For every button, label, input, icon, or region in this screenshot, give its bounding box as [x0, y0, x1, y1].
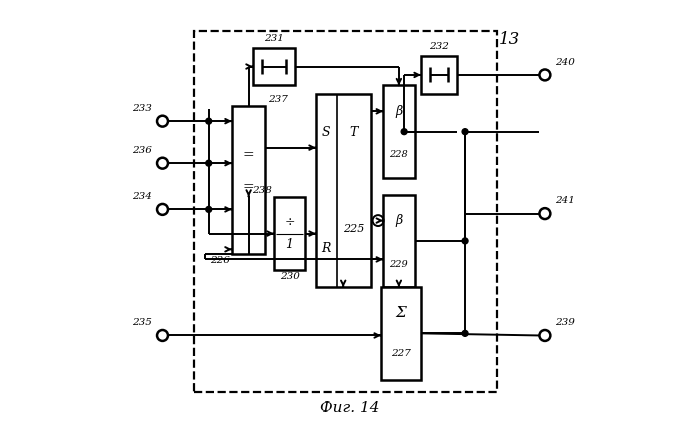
Text: 233: 233 — [132, 104, 152, 113]
Text: 232: 232 — [429, 42, 449, 51]
Text: T: T — [350, 126, 358, 139]
Bar — [383, 195, 415, 287]
Text: 239: 239 — [556, 318, 575, 327]
Circle shape — [206, 118, 212, 124]
Bar — [232, 107, 266, 253]
Text: R: R — [322, 242, 331, 255]
Circle shape — [462, 238, 468, 244]
Text: 240: 240 — [556, 58, 575, 66]
Bar — [421, 56, 456, 94]
Text: 228: 228 — [389, 150, 408, 159]
Circle shape — [462, 330, 468, 336]
Text: Σ: Σ — [396, 306, 406, 320]
Circle shape — [206, 160, 212, 166]
Text: 236: 236 — [132, 146, 152, 155]
Bar — [383, 85, 415, 178]
Text: S: S — [322, 126, 331, 139]
Text: =: = — [243, 148, 254, 162]
Text: Фиг. 14: Фиг. 14 — [319, 401, 380, 415]
Text: 230: 230 — [280, 272, 300, 281]
Text: 229: 229 — [389, 260, 408, 269]
Text: 225: 225 — [343, 224, 364, 234]
Bar — [253, 48, 295, 85]
Bar — [316, 94, 370, 287]
Text: ÷: ÷ — [284, 216, 295, 229]
Text: 235: 235 — [132, 318, 152, 327]
Text: 238: 238 — [252, 186, 272, 195]
Text: β: β — [395, 105, 403, 118]
Text: =: = — [243, 180, 254, 194]
Text: 234: 234 — [132, 192, 152, 201]
Circle shape — [401, 129, 407, 135]
Text: 1: 1 — [286, 238, 294, 251]
Circle shape — [206, 206, 212, 212]
Text: 13: 13 — [498, 31, 520, 48]
Text: 226: 226 — [210, 255, 230, 265]
Bar — [194, 31, 496, 392]
Text: 237: 237 — [268, 95, 287, 104]
Bar — [381, 287, 421, 379]
Circle shape — [462, 129, 468, 135]
Text: 241: 241 — [556, 196, 575, 205]
Text: β: β — [395, 214, 403, 227]
Text: 231: 231 — [264, 33, 284, 43]
Text: 227: 227 — [391, 349, 411, 358]
Bar — [274, 197, 305, 270]
